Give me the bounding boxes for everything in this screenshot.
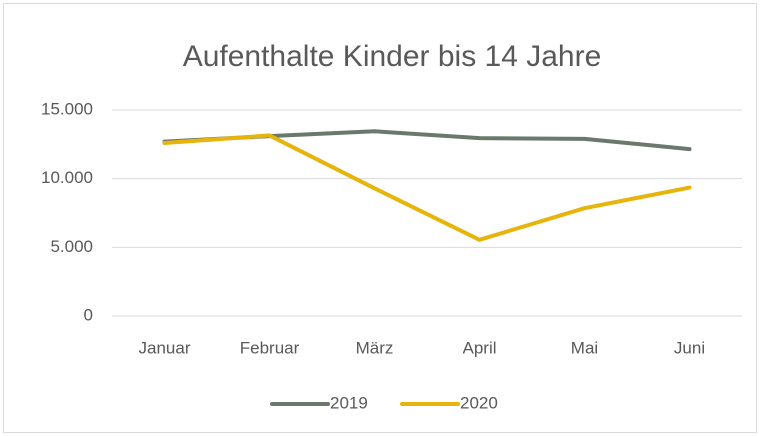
x-tick-label: Januar [139,338,191,357]
x-tick-label: März [356,338,394,357]
x-tick-label: Mai [571,338,598,357]
legend-label: 2020 [460,393,498,412]
y-tick-label: 5.000 [50,237,93,256]
x-tick-label: Juni [674,338,705,357]
x-tick-label: Februar [240,338,300,357]
chart-border [3,3,757,433]
y-tick-label: 10.000 [41,168,93,187]
chart-title: Aufenthalte Kinder bis 14 Jahre [183,40,602,73]
x-tick-label: April [462,338,496,357]
y-tick-label: 15.000 [41,99,93,118]
y-tick-label: 0 [84,305,93,324]
legend-label: 2019 [330,393,368,412]
line-series [162,133,692,242]
